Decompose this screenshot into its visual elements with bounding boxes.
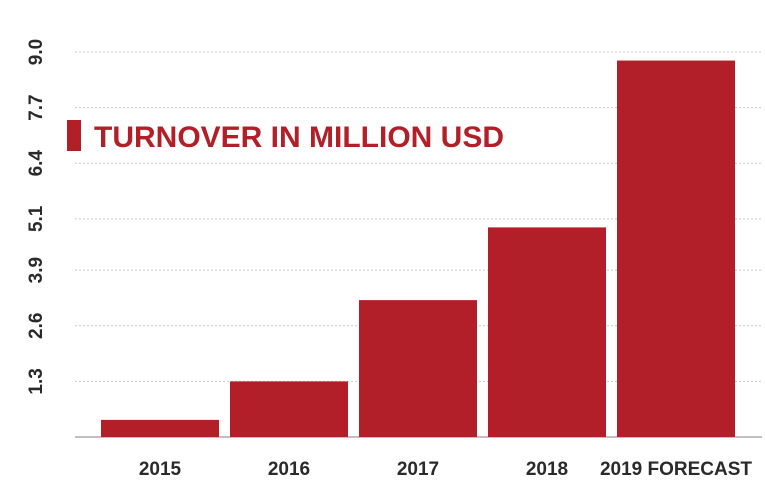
bar-2016: [230, 381, 348, 437]
y-tick-label: 9.0: [26, 39, 47, 65]
legend: TURNOVER IN MILLION USD: [67, 120, 504, 154]
x-category-label: 2016: [268, 459, 310, 480]
x-axis-category-labels: 2015 2016 2017 2018 2019 FORECAST: [139, 459, 753, 480]
bar-2017: [359, 300, 477, 437]
legend-swatch: [67, 120, 81, 151]
bars: [101, 60, 735, 438]
y-tick-label: 1.3: [26, 368, 47, 394]
x-category-label: 2018: [526, 459, 568, 480]
y-tick-label: 3.9: [26, 257, 47, 283]
bar-2015: [101, 419, 219, 437]
bar-2018: [488, 227, 606, 437]
x-category-label: 2019 FORECAST: [600, 459, 752, 480]
x-category-label: 2017: [397, 459, 439, 480]
x-category-label: 2015: [139, 459, 182, 480]
y-tick-label: 6.4: [26, 150, 47, 177]
y-tick-label: 2.6: [26, 313, 47, 339]
y-axis-tick-labels: 1.3 2.6 3.9 5.1 6.4 7.7 9.0: [26, 39, 47, 395]
y-tick-label: 5.1: [26, 205, 47, 232]
bar-2019-forecast: [617, 60, 735, 438]
legend-label-turnover: TURNOVER IN MILLION USD: [94, 121, 504, 154]
y-tick-label: 7.7: [26, 94, 47, 120]
